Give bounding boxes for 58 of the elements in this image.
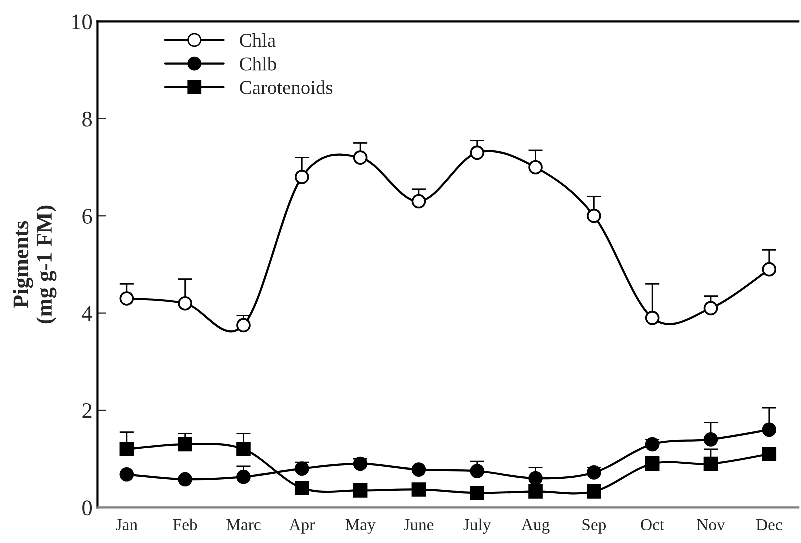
point bbox=[353, 484, 368, 498]
legend-label: Chlb bbox=[240, 57, 276, 71]
point bbox=[704, 301, 718, 316]
point bbox=[120, 468, 134, 482]
point bbox=[587, 466, 602, 480]
point bbox=[236, 470, 251, 484]
y-tick-label: 8 bbox=[82, 112, 92, 127]
x-tick-label: Sep bbox=[582, 519, 606, 534]
point bbox=[294, 170, 310, 184]
x-tick-label: Apr bbox=[289, 519, 315, 534]
point bbox=[587, 484, 602, 499]
point bbox=[178, 437, 192, 452]
point bbox=[704, 432, 718, 447]
point bbox=[704, 456, 718, 472]
point bbox=[645, 311, 660, 326]
y-tick-label: 4 bbox=[82, 306, 93, 322]
x-tick-label: Jan bbox=[116, 519, 138, 531]
x-tick-label: May bbox=[346, 519, 376, 534]
y-tick-label: 10 bbox=[72, 14, 92, 30]
point bbox=[470, 486, 485, 500]
point bbox=[294, 462, 310, 476]
legend-label: Chla bbox=[240, 34, 276, 48]
point bbox=[178, 296, 192, 311]
point bbox=[294, 481, 310, 496]
point bbox=[412, 194, 426, 209]
y-axis-title: Pigments (mg g-1 FM) bbox=[13, 206, 57, 324]
point bbox=[236, 442, 251, 457]
point bbox=[528, 160, 543, 175]
point bbox=[762, 447, 777, 462]
y-tick-label: 6 bbox=[82, 209, 92, 224]
point bbox=[528, 471, 543, 486]
x-tick-label: Feb bbox=[173, 518, 198, 531]
point bbox=[236, 318, 251, 333]
point bbox=[762, 422, 777, 438]
point bbox=[120, 442, 134, 457]
point bbox=[412, 482, 426, 497]
point bbox=[587, 208, 602, 224]
point bbox=[645, 437, 660, 452]
x-tick-label: Aug bbox=[522, 519, 550, 534]
x-tick-label: July bbox=[464, 518, 492, 534]
x-tick-label: Nov bbox=[697, 519, 726, 531]
y-tick-label: 2 bbox=[82, 404, 92, 418]
legend-label: Carotenoids bbox=[240, 80, 333, 94]
point bbox=[120, 292, 134, 306]
point bbox=[353, 456, 368, 472]
point bbox=[470, 146, 485, 160]
x-tick-label: June bbox=[404, 519, 434, 531]
point bbox=[470, 464, 485, 478]
point bbox=[645, 456, 660, 472]
x-tick-label: Oct bbox=[641, 519, 665, 531]
x-tick-label: Marc bbox=[226, 519, 261, 531]
point bbox=[178, 472, 192, 487]
point bbox=[412, 462, 426, 477]
x-tick-label: Dec bbox=[756, 519, 782, 531]
point bbox=[762, 262, 777, 277]
point bbox=[353, 150, 368, 165]
y-tick-label: 0 bbox=[82, 500, 92, 516]
point bbox=[528, 484, 543, 499]
